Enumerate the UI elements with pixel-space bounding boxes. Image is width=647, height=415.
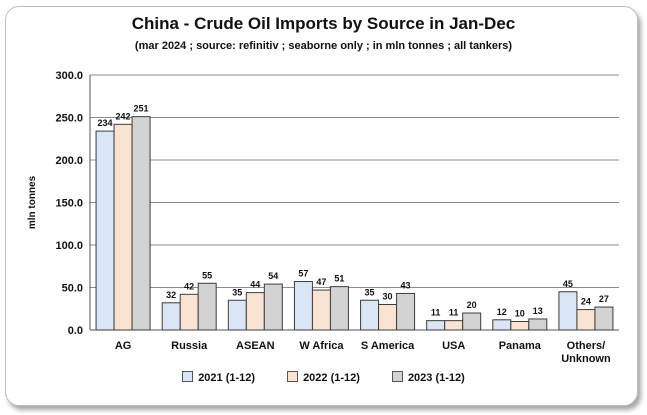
data-label: 44 [250, 280, 260, 290]
bar-1-3 [311, 289, 331, 331]
bar-0-0 [95, 130, 115, 331]
data-label: 43 [401, 280, 411, 290]
legend-item: 2023 (1-12) [391, 371, 465, 384]
chart-legend: 2021 (1-12) 2022 (1-12) 2023 (1-12) [0, 371, 647, 384]
bar-0-5 [426, 320, 446, 331]
bar-0-7 [558, 291, 578, 331]
y-tick-label: 250.0 [55, 113, 83, 125]
data-label: 13 [533, 306, 543, 316]
x-tick-label: AG [115, 340, 132, 352]
data-label: 51 [334, 274, 344, 284]
y-tick-label: 150.0 [55, 198, 83, 210]
x-tick-label: S America [361, 340, 415, 352]
y-tick-label: 300.0 [55, 70, 83, 82]
data-label: 27 [599, 294, 609, 304]
data-label: 35 [365, 287, 375, 297]
data-label: 20 [467, 300, 477, 310]
bar-2-4 [396, 292, 416, 331]
data-label: 47 [316, 277, 326, 287]
x-tick-label: W Africa [299, 340, 344, 352]
legend-swatch [182, 371, 194, 382]
legend-swatch [287, 371, 299, 382]
bar-1-6 [510, 321, 530, 331]
bar-1-4 [378, 304, 398, 331]
legend-item: 2022 (1-12) [287, 371, 360, 384]
bar-2-7 [594, 306, 614, 331]
data-label: 35 [232, 287, 242, 297]
chart-subtitle: (mar 2024 ; source: refinitiv ; seaborne… [134, 40, 513, 52]
data-label: 32 [166, 290, 176, 300]
data-label: 11 [449, 308, 459, 318]
y-tick-label: 100.0 [55, 240, 83, 252]
bar-1-5 [444, 320, 464, 331]
y-tick-label: 0.0 [68, 325, 83, 337]
bar-1-1 [179, 293, 199, 331]
legend-label: 2023 (1-12) [407, 372, 465, 384]
data-label: 42 [184, 281, 194, 291]
data-label: 30 [383, 292, 393, 302]
data-label: 12 [497, 307, 507, 317]
y-tick-label: 200.0 [55, 155, 83, 167]
legend-item: 2021 (1-12) [182, 371, 255, 384]
bar-0-4 [360, 299, 380, 331]
bar-2-2 [263, 283, 283, 331]
data-label: 24 [581, 297, 591, 307]
bar-1-7 [576, 309, 596, 331]
legend-label: 2022 (1-12) [303, 372, 360, 384]
data-label: 10 [515, 309, 525, 319]
y-tick-label: 50.0 [62, 283, 83, 295]
legend-label: 2021 (1-12) [198, 372, 256, 384]
x-tick-label: USA [442, 340, 465, 352]
y-axis-label: mln tonnes [27, 175, 38, 229]
x-tick-label: Others/Unknown [561, 340, 611, 365]
bar-1-0 [113, 123, 133, 331]
bar-0-6 [492, 319, 512, 331]
data-label: 45 [563, 279, 573, 289]
bar-0-2 [227, 299, 247, 331]
bar-0-3 [293, 281, 313, 331]
data-label: 242 [116, 111, 131, 121]
bar-2-5 [462, 312, 482, 331]
x-tick-label: Panama [499, 340, 542, 352]
data-label: 55 [202, 270, 212, 280]
chart-title: China - Crude Oil Imports by Source in J… [131, 14, 516, 33]
data-label: 57 [298, 269, 308, 279]
bar-2-6 [528, 318, 548, 331]
bar-0-1 [161, 302, 181, 331]
data-label: 251 [134, 104, 149, 114]
data-label: 11 [431, 308, 441, 318]
bar-2-3 [329, 286, 349, 331]
x-tick-label: Russia [171, 340, 208, 352]
bar-2-0 [131, 116, 151, 331]
data-label: 54 [268, 271, 278, 281]
data-label: 234 [98, 118, 113, 128]
x-tick-label: ASEAN [236, 340, 275, 352]
bar-1-2 [245, 292, 265, 331]
legend-swatch [391, 371, 403, 382]
bar-2-1 [197, 282, 217, 331]
